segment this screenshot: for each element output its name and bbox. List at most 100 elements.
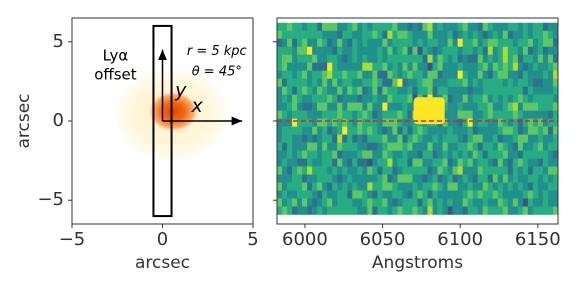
pixel bbox=[357, 142, 363, 151]
pixel bbox=[537, 62, 544, 71]
pixel bbox=[327, 110, 333, 119]
pixel bbox=[502, 158, 509, 167]
pixel bbox=[337, 142, 343, 151]
pixel bbox=[402, 38, 408, 48]
pixel bbox=[307, 118, 313, 127]
pixel bbox=[432, 150, 438, 159]
pixel bbox=[357, 190, 363, 199]
pixel bbox=[277, 62, 283, 71]
pixel bbox=[367, 182, 373, 191]
pixel bbox=[372, 94, 378, 103]
pixel bbox=[467, 206, 473, 215]
pixel bbox=[402, 102, 408, 111]
pixel bbox=[382, 158, 388, 167]
pixel bbox=[462, 38, 468, 48]
pixel bbox=[347, 46, 353, 56]
pixel bbox=[357, 46, 363, 56]
pixel bbox=[287, 110, 293, 119]
pixel bbox=[452, 150, 458, 159]
pixel bbox=[532, 86, 539, 95]
pixel bbox=[432, 78, 438, 87]
pixel bbox=[277, 174, 283, 183]
pixel bbox=[332, 110, 338, 119]
pixel bbox=[302, 142, 308, 151]
pixel bbox=[447, 206, 453, 215]
pixel bbox=[537, 166, 544, 175]
pixel bbox=[342, 110, 348, 119]
pixel bbox=[497, 102, 504, 111]
pixel bbox=[477, 198, 484, 207]
pixel bbox=[322, 150, 328, 159]
pixel bbox=[387, 142, 393, 151]
pixel bbox=[532, 30, 539, 40]
pixel bbox=[332, 30, 338, 40]
pixel bbox=[282, 166, 288, 175]
pixel bbox=[302, 182, 308, 191]
pixel bbox=[512, 198, 519, 207]
pixel bbox=[377, 46, 383, 56]
pixel bbox=[377, 70, 383, 79]
pixel bbox=[347, 22, 353, 32]
pixel bbox=[342, 102, 348, 111]
pixel bbox=[507, 30, 514, 40]
pixel bbox=[392, 150, 398, 159]
pixel bbox=[527, 54, 534, 63]
pixel bbox=[397, 110, 403, 119]
pixel bbox=[352, 30, 358, 40]
pixel bbox=[492, 166, 499, 175]
pixel bbox=[427, 206, 433, 215]
pixel bbox=[347, 198, 353, 207]
pixel bbox=[322, 22, 328, 32]
pixel bbox=[362, 62, 368, 71]
pixel bbox=[537, 70, 544, 79]
x-axis-label: Angstroms bbox=[372, 253, 463, 273]
pixel bbox=[502, 46, 509, 56]
pixel bbox=[292, 150, 298, 159]
pixel bbox=[342, 198, 348, 207]
pixel bbox=[522, 62, 529, 71]
pixel bbox=[487, 94, 494, 103]
pixel bbox=[362, 30, 368, 40]
pixel bbox=[497, 30, 504, 40]
pixel bbox=[352, 158, 358, 167]
pixel bbox=[492, 62, 499, 71]
pixel bbox=[502, 134, 509, 143]
pixel bbox=[432, 134, 438, 143]
pixel bbox=[402, 142, 408, 151]
pixel bbox=[447, 94, 453, 103]
pixel bbox=[477, 38, 484, 48]
pixel bbox=[547, 22, 554, 32]
pixel bbox=[372, 142, 378, 151]
pixel bbox=[427, 142, 433, 151]
pixel bbox=[492, 150, 499, 159]
pixel bbox=[382, 22, 388, 32]
pixel bbox=[472, 94, 479, 103]
pixel bbox=[552, 102, 559, 111]
pixel bbox=[427, 70, 433, 79]
pixel bbox=[337, 22, 343, 32]
pixel bbox=[297, 198, 303, 207]
pixel bbox=[322, 30, 328, 40]
pixel bbox=[537, 142, 544, 151]
pixel bbox=[482, 142, 489, 151]
pixel bbox=[407, 142, 413, 151]
pixel bbox=[487, 174, 494, 183]
pixel bbox=[402, 190, 408, 199]
pixel bbox=[432, 38, 438, 48]
pixel bbox=[337, 198, 343, 207]
pixel bbox=[467, 166, 473, 175]
pixel bbox=[512, 86, 519, 95]
pixel bbox=[492, 70, 499, 79]
pixel bbox=[527, 126, 534, 135]
pixel bbox=[547, 70, 554, 79]
pixel bbox=[282, 134, 288, 143]
pixel bbox=[312, 94, 318, 103]
pixel bbox=[447, 54, 453, 63]
pixel bbox=[532, 78, 539, 87]
pixel bbox=[537, 46, 544, 56]
pixel bbox=[277, 150, 283, 159]
pixel bbox=[527, 46, 534, 56]
pixel bbox=[477, 174, 484, 183]
pixel bbox=[552, 22, 559, 32]
pixel bbox=[437, 78, 443, 87]
